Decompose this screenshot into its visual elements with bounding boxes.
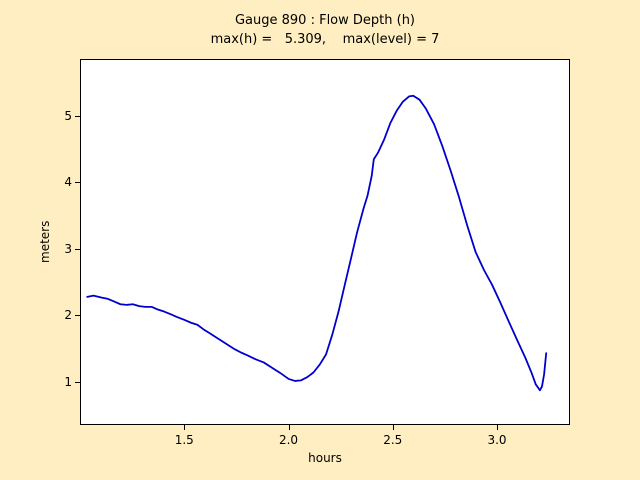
x-tick-mark [184, 425, 186, 430]
chart-title-line1: Gauge 890 : Flow Depth (h) [234, 13, 416, 28]
x-tick-mark [288, 425, 290, 430]
y-tick-label: 5 [64, 108, 72, 123]
x-tick-mark [392, 425, 394, 430]
x-tick-label: 2.5 [383, 433, 403, 447]
y-tick-mark [75, 248, 80, 250]
chart-title-line2: max(h) = 5.309, max(level) = 7 [210, 32, 440, 47]
x-tick-label: 1.5 [174, 433, 194, 447]
series-h-line [86, 94, 548, 392]
y-tick-label: 4 [64, 175, 72, 190]
x-axis-label: hours [308, 451, 342, 465]
chart-title: Gauge 890 : Flow Depth (h) max(h) = 5.30… [80, 11, 570, 49]
y-tick-label: 1 [64, 374, 72, 389]
y-tick-mark [75, 315, 80, 317]
x-tick-label: 2.0 [278, 433, 299, 447]
y-tick-label: 2 [64, 308, 72, 323]
y-tick-mark [75, 115, 80, 117]
y-tick-label: 3 [64, 241, 72, 256]
line-chart [86, 94, 548, 392]
y-tick-mark [75, 182, 80, 184]
x-tick-mark [497, 425, 499, 430]
plot-area [80, 59, 570, 425]
x-tick-label: 3.0 [487, 433, 507, 447]
y-tick-mark [75, 381, 80, 383]
